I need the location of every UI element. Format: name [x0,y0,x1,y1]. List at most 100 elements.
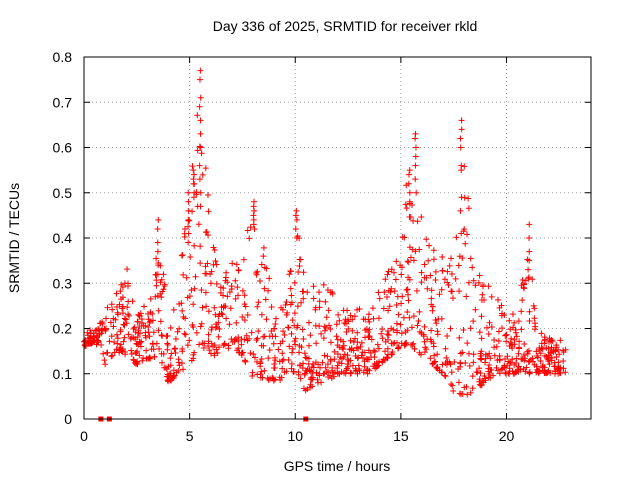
data-point [434,363,441,370]
data-point [399,234,406,241]
data-point [175,359,182,366]
data-point [488,293,495,300]
data-point [360,369,367,376]
x-tick-label: 20 [499,428,515,444]
data-point [341,319,348,326]
data-point [117,328,124,335]
data-point [268,303,275,310]
data-point [448,270,455,277]
data-point [472,306,479,313]
data-point [365,347,372,354]
data-point [102,361,109,368]
data-point [301,371,308,378]
data-point [397,262,404,269]
data-point [189,163,196,170]
data-point [438,315,445,322]
data-point [153,282,160,289]
data-point [537,350,544,357]
data-point [257,277,264,284]
data-point [149,310,156,317]
data-point [260,253,267,260]
data-point [260,244,267,251]
data-point [261,333,268,340]
data-point [238,352,245,359]
data-point [398,300,405,307]
data-point [266,347,273,354]
data-point [466,363,473,370]
data-point [525,274,532,281]
data-point [279,338,286,345]
data-point [365,329,372,336]
data-point [146,354,153,361]
data-point [197,243,204,250]
data-point [310,295,317,302]
data-point [390,340,397,347]
data-point [432,268,439,275]
data-point [208,324,215,331]
data-point [433,320,440,327]
data-point [465,195,472,202]
data-point [191,285,198,292]
data-point [477,350,484,357]
data-point [448,369,455,376]
data-point [503,332,510,339]
data-point [154,248,161,255]
data-point [246,235,253,242]
data-point [384,345,391,352]
data-point [190,194,197,201]
data-point [289,349,296,356]
data-point [289,317,296,324]
data-point [405,297,412,304]
data-point [498,312,505,319]
data-point [235,267,242,274]
data-point [185,230,192,237]
data-point [351,313,358,320]
data-point [458,230,465,237]
data-point [429,307,436,314]
data-point [309,370,316,377]
data-point [291,368,298,375]
data-point [340,354,347,361]
data-point [469,385,476,392]
data-point [412,153,419,160]
data-point [557,337,564,344]
data-point [283,299,290,306]
data-point [493,343,500,350]
data-point [374,341,381,348]
data-point [478,313,485,320]
data-point [400,314,407,321]
data-point [180,271,187,278]
axis-ticks: 0 0.1 0.2 0.3 0.4 0.5 0.6 0.7 0.8 0 5 10 15 20 [53,49,591,444]
data-point [448,255,455,262]
data-point [439,361,446,368]
data-point [288,330,295,337]
data-point [423,236,430,243]
data-point [495,338,502,345]
data-point [275,346,282,353]
data-point [120,338,127,345]
data-point [186,293,193,300]
data-point [263,265,270,272]
data-point [224,279,231,286]
data-point [191,171,198,178]
data-point [476,378,483,385]
data-point [232,277,239,284]
data-point [488,324,495,331]
data-point [266,275,273,282]
data-point [526,248,533,255]
data-point [273,315,280,322]
data-point [432,317,439,324]
data-point [241,336,248,343]
data-point [509,311,516,318]
data-point [383,293,390,300]
data-point [338,360,345,367]
data-point [167,377,174,384]
data-point [511,361,518,368]
data-point [157,279,164,286]
data-point [210,343,217,350]
data-point [164,332,171,339]
data-point [371,354,378,361]
data-point [136,352,143,359]
data-point [333,333,340,340]
data-point [119,303,126,310]
